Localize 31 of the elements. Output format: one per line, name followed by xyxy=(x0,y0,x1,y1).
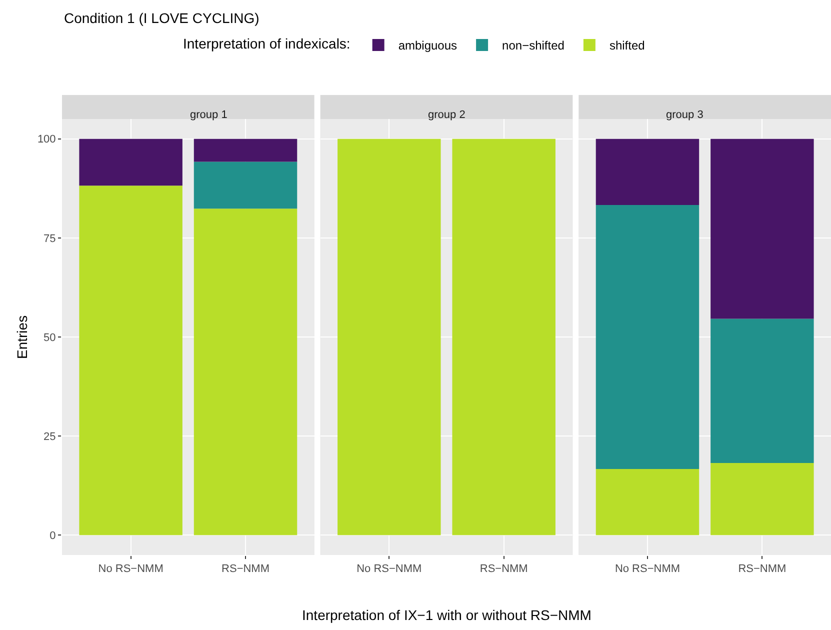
chart-title: group 3 xyxy=(666,109,704,121)
bar xyxy=(710,318,814,464)
x-tick-label: No RS−NMM xyxy=(356,563,422,576)
y-axis-title: Entries xyxy=(14,315,30,359)
text: Condition 1 (I LOVE CYCLING) xyxy=(64,10,260,26)
chart-title: group 2 xyxy=(428,109,466,121)
y-tick-label: 50 xyxy=(44,332,56,344)
x-tick-label: No RS−NMM xyxy=(614,563,680,576)
legend-label: shifted xyxy=(609,38,645,53)
bar xyxy=(710,138,814,319)
y-tick-label: 100 xyxy=(37,134,56,146)
x-tick-label: RS−NMM xyxy=(480,563,528,576)
bar xyxy=(194,208,298,536)
x-axis-title: Interpretation of IX−1 with or without RS−NMM xyxy=(302,607,592,623)
bar xyxy=(194,138,298,162)
bar xyxy=(596,205,700,469)
y-tick-label: 75 xyxy=(44,232,56,245)
bar xyxy=(710,463,814,536)
legend-label: ambiguous xyxy=(398,38,458,53)
x-tick-label: RS−NMM xyxy=(738,563,786,576)
legend-title: Interpretation of indexicals: xyxy=(183,36,350,52)
x-tick-label: No RS−NMM xyxy=(98,563,164,576)
legend-label: non−shifted xyxy=(502,38,564,53)
x-tick-label: RS−NMM xyxy=(222,563,270,576)
bar xyxy=(596,138,700,206)
bar xyxy=(79,138,182,186)
bar xyxy=(194,162,298,209)
y-tick-label: 0 xyxy=(50,530,56,542)
bar xyxy=(596,468,700,536)
y-tick-label: 25 xyxy=(44,430,56,443)
chart-title: group 1 xyxy=(190,109,228,121)
